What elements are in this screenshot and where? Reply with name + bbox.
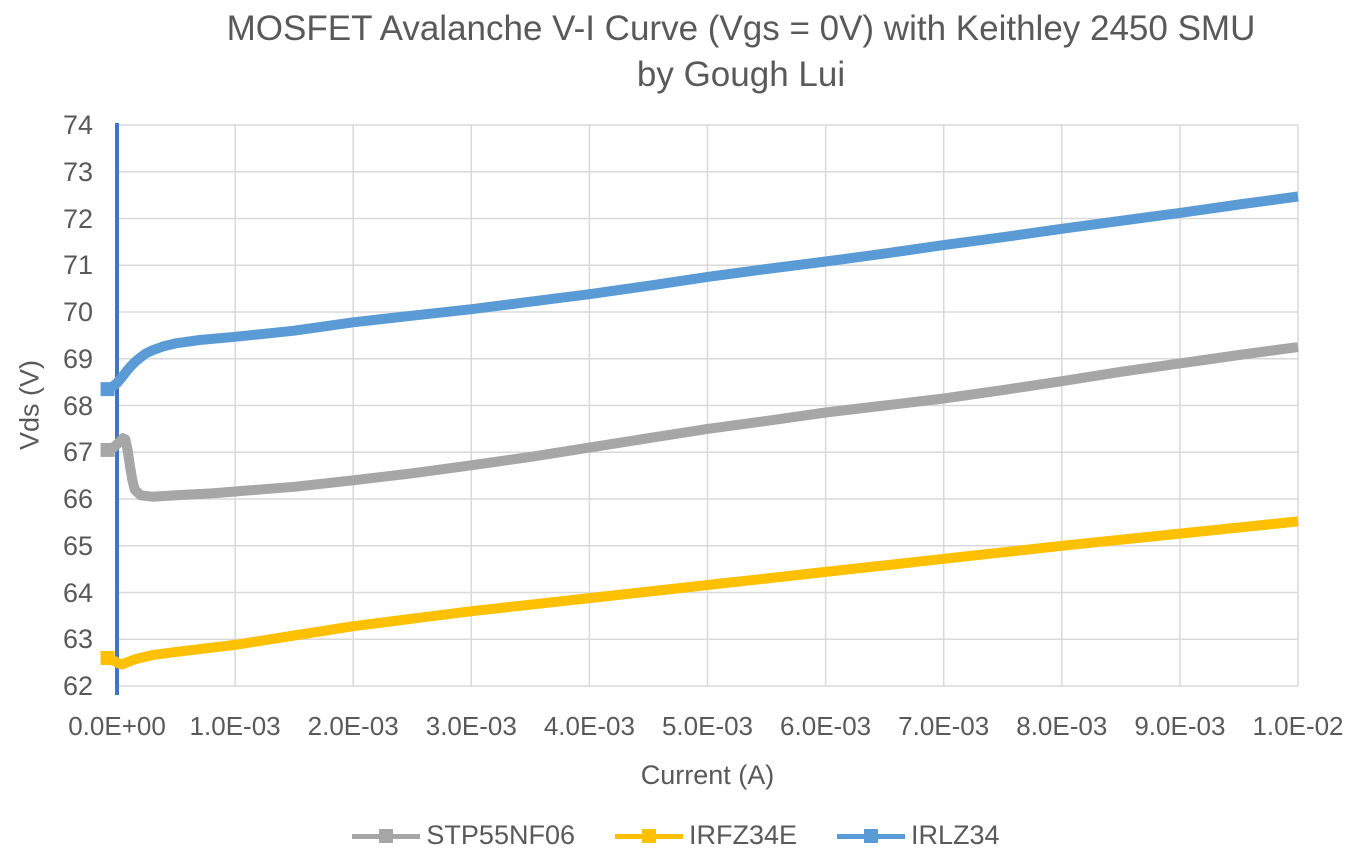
legend-label: IRFZ34E [689,820,798,850]
y-tick-label: 63 [62,624,93,655]
series-start-marker-irfz34e [100,650,115,665]
series-start-marker-irlz34 [100,382,115,397]
legend: STP55NF06 IRFZ34E IRLZ34 [0,820,1352,851]
legend-item-stp55nf06: STP55NF06 [352,820,575,851]
y-tick-label: 66 [62,484,93,514]
x-axis-title: Current (A) [640,760,775,790]
x-tick-label: 6.0E-03 [780,711,872,741]
y-tick-label: 71 [62,250,93,281]
x-tick-label: 0.0E+00 [68,711,166,741]
x-tick-label: 1.0E-03 [189,711,281,741]
legend-marker-icon [352,823,421,849]
x-tick-label: 4.0E-03 [543,711,635,741]
legend-item-irfz34e: IRFZ34E [615,820,797,851]
y-tick-label: 72 [62,203,93,234]
x-tick-label: 7.0E-03 [898,711,990,741]
y-tick-label: 70 [62,297,93,327]
x-tick-label: 5.0E-03 [661,711,754,741]
chart-subtitle: by Gough Lui [636,55,846,94]
legend-marker-icon [837,823,906,849]
y-tick-label: 68 [62,390,93,421]
y-tick-label: 73 [62,156,93,187]
series-start-marker-stp55nf06 [100,442,115,457]
legend-item-irlz34: IRLZ34 [837,820,1000,851]
legend-label: STP55NF06 [426,820,575,850]
legend-marker-icon [615,823,683,849]
legend-square-icon [642,828,656,843]
series-line-irlz34 [105,191,1299,394]
y-tick-label: 67 [62,437,93,468]
x-tick-label: 2.0E-03 [307,711,399,741]
x-tick-label: 3.0E-03 [425,711,517,741]
x-tick-label: 9.0E-03 [1134,711,1226,741]
legend-square-icon [864,828,879,843]
y-tick-label: 74 [62,110,93,140]
legend-label: IRLZ34 [911,820,1000,850]
y-tick-label: 65 [62,530,93,561]
y-tick-label: 64 [62,577,93,608]
series-line-stp55nf06 [105,342,1299,502]
y-tick-label: 69 [62,343,93,374]
legend-square-icon [379,828,394,843]
series-line-irfz34e [105,516,1299,670]
y-tick-label: 62 [62,671,93,701]
x-tick-label: 1.0E-02 [1252,711,1344,741]
x-tick-label: 8.0E-03 [1016,711,1108,741]
chart-title: MOSFET Avalanche V-I Curve (Vgs = 0V) wi… [226,9,1256,48]
